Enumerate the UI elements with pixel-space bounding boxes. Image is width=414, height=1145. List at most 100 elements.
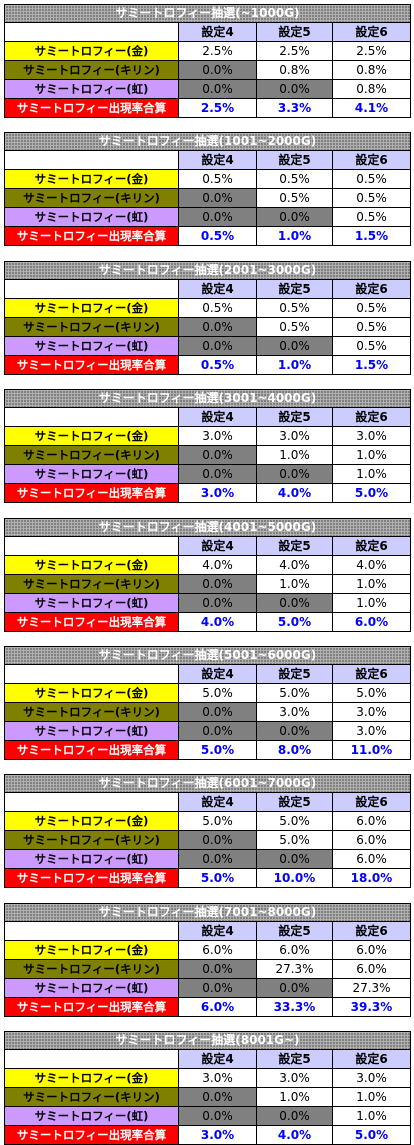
row-label-niji: サミートロフィー(虹) <box>4 593 179 613</box>
gold-setting-5: 5.0% <box>256 811 333 831</box>
row-label-niji: サミートロフィー(虹) <box>4 978 179 998</box>
row-label-niji: サミートロフィー(虹) <box>4 721 179 741</box>
gold-setting-4: 0.5% <box>178 298 257 318</box>
niji-setting-6: 0.5% <box>332 336 411 356</box>
total-setting-4: 5.0% <box>178 740 257 760</box>
total-setting-4: 0.5% <box>178 226 257 246</box>
row-label-kirin: サミートロフィー(キリン) <box>4 959 179 979</box>
gold-setting-4: 5.0% <box>178 683 257 703</box>
kirin-setting-4: 0.0% <box>178 702 257 722</box>
header-setting-4: 設定4 <box>178 921 257 941</box>
gold-setting-5: 0.5% <box>256 298 333 318</box>
header-setting-4: 設定4 <box>178 536 257 556</box>
gold-setting-5: 2.5% <box>256 41 333 61</box>
total-setting-6: 1.5% <box>332 226 411 246</box>
gold-setting-5: 3.0% <box>256 1068 333 1088</box>
title-row: サミートロフィー抽選(3001~4000G) <box>4 389 411 408</box>
row-total: サミートロフィー出現率合算 3.0% 4.0% 5.0% <box>4 483 411 503</box>
title-row: サミートロフィー抽選(1001~2000G) <box>4 132 411 151</box>
table-title: サミートロフィー抽選(8001G~) <box>3 1031 412 1050</box>
header-row: 設定4 設定5 設定6 <box>4 407 411 427</box>
row-niji: サミートロフィー(虹) 0.0% 0.0% 27.3% <box>4 978 411 998</box>
title-row: サミートロフィー抽選(4001~5000G) <box>4 518 411 537</box>
header-corner <box>4 792 179 812</box>
row-label-niji: サミートロフィー(虹) <box>4 336 179 356</box>
header-setting-4: 設定4 <box>178 664 257 684</box>
lottery-table-2: サミートロフィー抽選(1001~2000G) 設定4 設定5 設定6 サミートロ… <box>4 132 411 246</box>
row-gold: サミートロフィー(金) 4.0% 4.0% 4.0% <box>4 555 411 575</box>
total-setting-6: 4.1% <box>331 98 412 118</box>
niji-setting-6: 1.0% <box>331 1106 412 1126</box>
gold-setting-6: 3.0% <box>332 426 411 446</box>
row-label-niji: サミートロフィー(虹) <box>4 1106 179 1126</box>
row-niji: サミートロフィー(虹) 0.0% 0.0% 1.0% <box>4 1106 412 1126</box>
kirin-setting-5: 0.5% <box>256 317 333 337</box>
niji-setting-4: 0.0% <box>178 336 257 356</box>
header-setting-4: 設定4 <box>178 792 257 812</box>
header-setting-5: 設定5 <box>256 536 333 556</box>
lottery-table-7: サミートロフィー抽選(6001~7000G) 設定4 設定5 設定6 サミートロ… <box>4 774 411 888</box>
kirin-setting-6: 1.0% <box>332 445 411 465</box>
gold-setting-6: 0.5% <box>332 169 411 189</box>
total-setting-4: 2.5% <box>178 98 257 118</box>
gold-setting-6: 5.0% <box>332 683 411 703</box>
row-label-kirin: サミートロフィー(キリン) <box>4 188 179 208</box>
table-title: サミートロフィー抽選(1001~2000G) <box>4 132 411 151</box>
header-setting-5: 設定5 <box>256 792 333 812</box>
row-label-total: サミートロフィー出現率合算 <box>4 226 179 246</box>
row-label-gold: サミートロフィー(金) <box>4 298 179 318</box>
row-total: サミートロフィー出現率合算 5.0% 8.0% 11.0% <box>4 740 411 760</box>
total-setting-4: 0.5% <box>178 355 257 375</box>
kirin-setting-6: 0.5% <box>332 188 411 208</box>
row-gold: サミートロフィー(金) 6.0% 6.0% 6.0% <box>4 940 411 960</box>
header-row: 設定4 設定5 設定6 <box>4 279 411 299</box>
row-label-total: サミートロフィー出現率合算 <box>4 98 179 118</box>
niji-setting-4: 0.0% <box>178 1106 257 1126</box>
title-row: サミートロフィー抽選(6001~7000G) <box>4 774 411 793</box>
row-gold: サミートロフィー(金) 5.0% 5.0% 5.0% <box>4 683 411 703</box>
header-setting-6: 設定6 <box>331 22 412 42</box>
table-title: サミートロフィー抽選(6001~7000G) <box>4 774 411 793</box>
header-setting-6: 設定6 <box>332 407 411 427</box>
total-setting-4: 6.0% <box>178 997 257 1017</box>
row-gold: サミートロフィー(金) 0.5% 0.5% 0.5% <box>4 169 411 189</box>
niji-setting-6: 3.0% <box>332 721 411 741</box>
header-row: 設定4 設定5 設定6 <box>4 921 411 941</box>
niji-setting-4: 0.0% <box>178 978 257 998</box>
header-corner <box>4 921 179 941</box>
row-niji: サミートロフィー(虹) 0.0% 0.0% 0.5% <box>4 336 411 356</box>
row-kirin: サミートロフィー(キリン) 0.0% 0.5% 0.5% <box>4 317 411 337</box>
kirin-setting-5: 3.0% <box>256 702 333 722</box>
header-setting-6: 設定6 <box>332 279 411 299</box>
total-setting-5: 5.0% <box>256 612 333 632</box>
row-gold: サミートロフィー(金) 5.0% 5.0% 6.0% <box>4 811 411 831</box>
niji-setting-6: 1.0% <box>332 464 411 484</box>
kirin-setting-5: 5.0% <box>256 830 333 850</box>
niji-setting-6: 6.0% <box>332 849 411 869</box>
kirin-setting-6: 1.0% <box>331 1087 412 1107</box>
row-label-kirin: サミートロフィー(キリン) <box>4 574 179 594</box>
row-niji: サミートロフィー(虹) 0.0% 0.0% 6.0% <box>4 849 411 869</box>
niji-setting-4: 0.0% <box>178 207 257 227</box>
row-total: サミートロフィー出現率合算 2.5% 3.3% 4.1% <box>4 98 412 118</box>
header-setting-6: 設定6 <box>332 150 411 170</box>
niji-setting-5: 0.0% <box>256 207 333 227</box>
row-label-gold: サミートロフィー(金) <box>4 811 179 831</box>
total-setting-4: 3.0% <box>178 483 257 503</box>
header-setting-4: 設定4 <box>178 1049 257 1069</box>
total-setting-4: 4.0% <box>178 612 257 632</box>
kirin-setting-4: 0.0% <box>178 959 257 979</box>
niji-setting-4: 0.0% <box>178 464 257 484</box>
total-setting-5: 4.0% <box>256 1125 333 1145</box>
kirin-setting-4: 0.0% <box>178 1087 257 1107</box>
row-label-gold: サミートロフィー(金) <box>4 683 179 703</box>
niji-setting-4: 0.0% <box>178 849 257 869</box>
kirin-setting-5: 1.0% <box>256 574 333 594</box>
header-setting-4: 設定4 <box>178 279 257 299</box>
kirin-setting-6: 0.8% <box>331 60 412 80</box>
title-row: サミートロフィー抽選(8001G~) <box>3 1031 412 1050</box>
kirin-setting-6: 3.0% <box>332 702 411 722</box>
row-niji: サミートロフィー(虹) 0.0% 0.0% 0.5% <box>4 207 411 227</box>
header-row: 設定4 設定5 設定6 <box>4 792 411 812</box>
total-setting-6: 11.0% <box>332 740 411 760</box>
